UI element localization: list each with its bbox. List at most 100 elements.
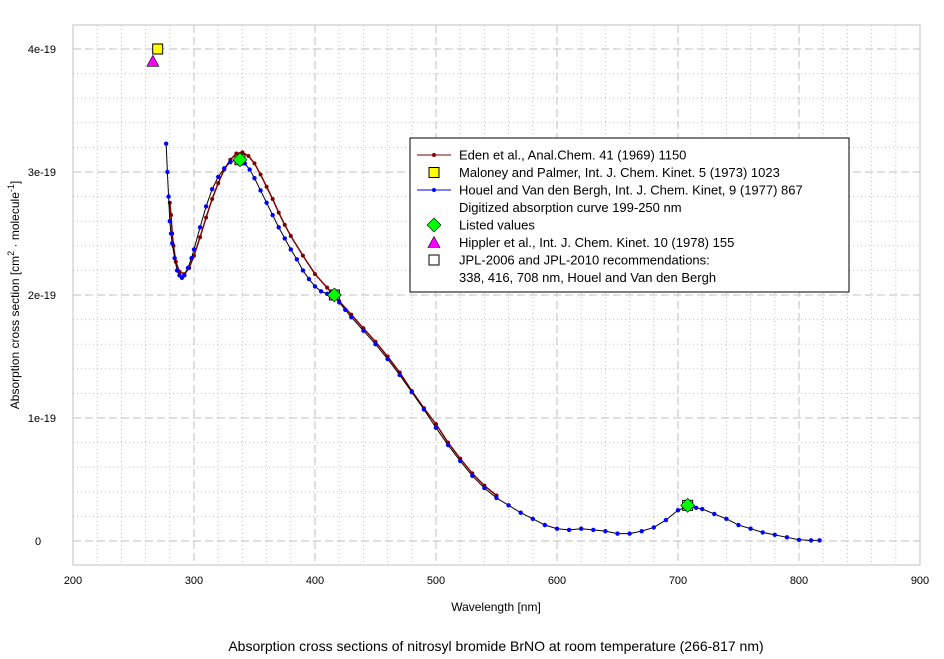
legend-box [409, 137, 850, 293]
y-tick-label: 1e-19 [28, 413, 56, 425]
data-point-diamond [326, 287, 342, 303]
data-point [579, 526, 584, 531]
data-point [264, 200, 269, 205]
legend-dot-swatch [432, 188, 436, 192]
data-point [458, 458, 463, 464]
data-point [693, 505, 699, 510]
data-point [165, 169, 170, 175]
data-point [736, 522, 741, 528]
x-tick-label: 500 [427, 575, 445, 587]
legend-entry: JPL-2006 and JPL-2010 recommendations: [459, 253, 710, 268]
data-point [361, 328, 366, 333]
data-point [163, 141, 169, 146]
legend-marker-open-square [428, 254, 440, 266]
data-point [300, 268, 306, 273]
chart-title: Absorption cross sections of nitrosyl br… [228, 638, 763, 654]
data-point [421, 407, 427, 412]
data-point [482, 485, 487, 491]
data-point [772, 532, 777, 538]
data-point [313, 272, 317, 277]
data-point [434, 422, 438, 427]
legend-marker-diamond [426, 217, 442, 233]
legend-marker-square [428, 167, 440, 178]
data-point [182, 273, 187, 278]
data-point [234, 151, 239, 156]
y-axis-label: Absorption cross section [cm2 · molecule… [6, 181, 22, 409]
data-point [189, 255, 194, 261]
x-tick-label: 200 [64, 575, 82, 587]
data-point [300, 253, 305, 258]
data-point [216, 174, 221, 180]
legend-dot-swatch [432, 153, 436, 157]
data-point [276, 225, 281, 230]
legend-entry: Maloney and Palmer, Int. J. Chem. Kinet.… [459, 165, 780, 180]
data-point-diamond [232, 152, 248, 168]
data-point [168, 231, 174, 236]
data-point [312, 284, 318, 289]
data-point [247, 167, 252, 172]
data-point [337, 300, 342, 305]
data-point [470, 473, 475, 479]
data-point [445, 442, 451, 448]
data-point [627, 531, 632, 536]
legend-entry: Eden et al., Anal.Chem. 41 (1969) 1150 [459, 148, 686, 163]
x-tick-label: 700 [669, 575, 687, 587]
grid [72, 24, 921, 566]
data-point [796, 537, 802, 542]
x-tick-label: 800 [790, 575, 808, 587]
data-point [760, 530, 765, 535]
data-point [784, 535, 790, 540]
legend: Eden et al., Anal.Chem. 41 (1969) 1150 Ma… [409, 137, 850, 293]
y-tick-label: 0 [35, 536, 41, 548]
data-point [397, 372, 402, 378]
data-point [264, 184, 269, 189]
data-point [258, 188, 263, 193]
data-point [409, 389, 414, 395]
data-point [167, 219, 172, 224]
data-point [530, 516, 535, 522]
data-point [615, 531, 620, 536]
legend-entry: Hippler et al., Int. J. Chem. Kinet. 10 … [459, 235, 734, 250]
y-axis: 0 1e-19 2e-19 3e-19 4e-19 [28, 44, 56, 548]
data-point [506, 503, 511, 508]
legend-entry: Houel and Van den Bergh, Int. J. Chem. K… [459, 183, 803, 198]
data-point [808, 538, 814, 543]
plot-area [146, 43, 822, 543]
data-point [542, 522, 548, 528]
data-point [318, 289, 324, 294]
data-point [603, 528, 608, 534]
data-point [554, 526, 560, 531]
data-point [288, 233, 293, 238]
data-point [172, 255, 177, 261]
data-point [294, 257, 300, 262]
data-point [222, 166, 227, 171]
data-point [270, 197, 275, 202]
data-point [433, 425, 439, 431]
data-point [282, 222, 287, 227]
data-point [518, 510, 523, 515]
data-point [712, 511, 717, 517]
legend-entry: Digitized absorption curve 199-250 nm [459, 200, 682, 215]
data-point [817, 538, 822, 543]
data-point [185, 265, 191, 271]
data-point [270, 212, 275, 218]
data-point [651, 525, 656, 530]
data-point [675, 508, 681, 513]
y-tick-label: 2e-19 [28, 290, 56, 302]
data-point [306, 276, 312, 282]
legend-entry: 338, 416, 708 nm, Houel and Van den Berg… [459, 270, 716, 285]
data-point-triangle [146, 54, 160, 67]
x-axis-label: Wavelength [nm] [451, 600, 541, 614]
x-tick-label: 400 [306, 575, 324, 587]
data-point-diamond [680, 497, 696, 513]
data-point [700, 506, 705, 512]
data-point [252, 161, 257, 166]
data-point [663, 517, 669, 523]
x-tick-label: 300 [185, 575, 203, 587]
x-axis: 200 300 400 500 600 700 800 900 [64, 575, 929, 587]
data-point [197, 225, 203, 230]
data-point [566, 527, 572, 533]
data-point [349, 314, 354, 320]
data-point [174, 268, 180, 273]
